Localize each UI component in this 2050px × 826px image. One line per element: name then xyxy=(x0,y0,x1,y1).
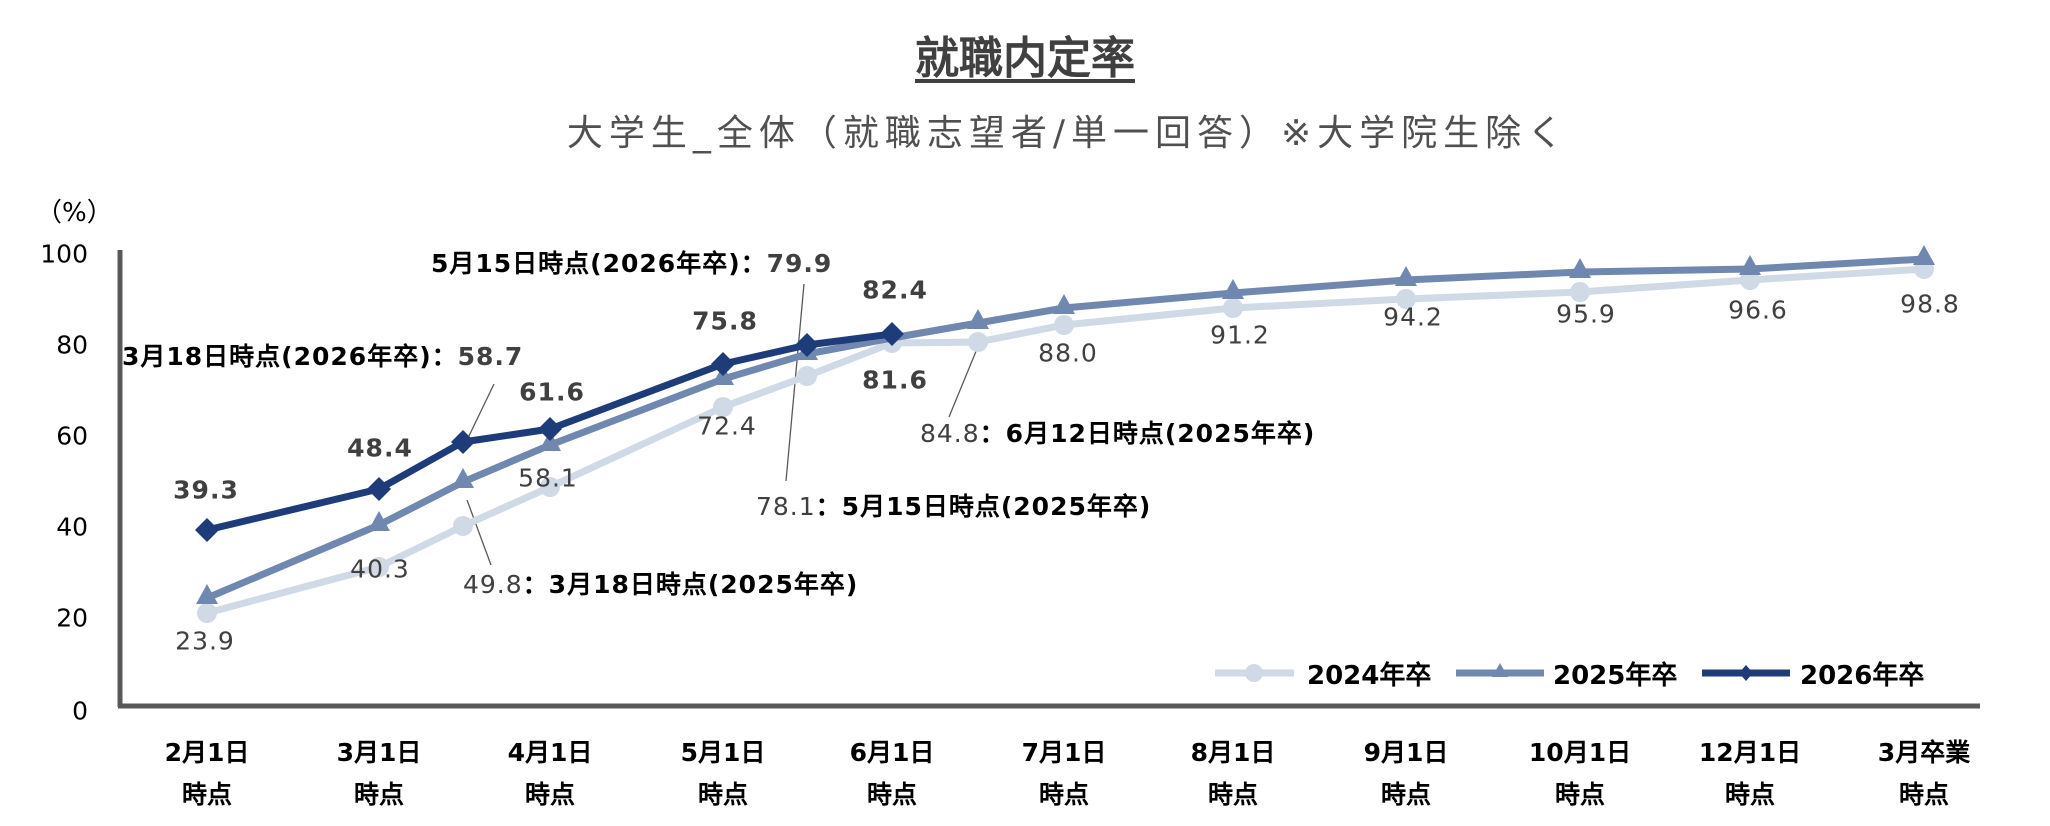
annotation-2026-may15: 5月15日時点(2026年卒)：79.9 xyxy=(431,249,833,278)
chart-title: 就職内定率 xyxy=(915,33,1135,84)
data-label-2025: 91.2 xyxy=(1210,320,1270,350)
data-label-2025: 40.3 xyxy=(350,554,410,584)
legend-label: 2026年卒 xyxy=(1800,660,1925,691)
y-tick-0: 0 xyxy=(72,696,88,726)
y-tick-100: 100 xyxy=(40,239,88,269)
data-label-2026: 75.8 xyxy=(692,306,758,336)
x-tick: 3月1日 時点 xyxy=(336,738,422,809)
y-tick-80: 80 xyxy=(56,330,88,360)
x-tick: 10月1日 時点 xyxy=(1528,738,1632,809)
annotation-2025-may15: 78.1：5月15日時点(2025年卒) xyxy=(756,492,1152,521)
data-label-2025: 88.0 xyxy=(1038,338,1098,368)
data-label-2025: 98.8 xyxy=(1900,289,1960,319)
x-tick: 4月1日 時点 xyxy=(507,738,593,809)
data-label-2025: 81.6 xyxy=(862,365,928,395)
series-2024 xyxy=(197,259,1934,623)
x-tick: 12月1日 時点 xyxy=(1698,738,1802,809)
data-label-2026: 48.4 xyxy=(347,433,413,463)
data-label-2025: 94.2 xyxy=(1383,302,1443,332)
data-label-2026: 61.6 xyxy=(519,377,585,407)
chart-subtitle: 大学生_全体（就職志望者/単一回答）※大学院生除く xyxy=(566,113,1570,154)
legend-label: 2024年卒 xyxy=(1307,660,1432,691)
legend-item-2026: 2026年卒 xyxy=(1788,656,1925,691)
annotation-2025-mar18: 49.8：3月18日時点(2025年卒) xyxy=(463,570,859,599)
annotation-2026-mar18: 3月18日時点(2026年卒)：58.7 xyxy=(122,342,524,371)
data-label-2025: 96.6 xyxy=(1728,295,1788,325)
data-label-2026: 82.4 xyxy=(862,275,928,305)
x-tick: 2月1日 時点 xyxy=(164,738,250,809)
y-tick-60: 60 xyxy=(56,421,88,451)
data-label-2025: 23.9 xyxy=(175,626,235,656)
series-2026 xyxy=(195,322,904,542)
y-axis-unit: （%） xyxy=(36,198,113,228)
legend-label: 2025年卒 xyxy=(1553,660,1678,691)
y-tick-20: 20 xyxy=(56,603,88,633)
legend-item-2025: 2025年卒 xyxy=(1541,656,1678,691)
x-tick: 9月1日 時点 xyxy=(1363,738,1449,809)
x-tick: 7月1日 時点 xyxy=(1021,738,1107,809)
annotation-2025-jun12: 84.8：6月12日時点(2025年卒) xyxy=(920,419,1316,448)
legend-item-2024: 2024年卒 xyxy=(1295,656,1432,691)
x-tick: 6月1日 時点 xyxy=(849,738,935,809)
data-label-2025: 58.1 xyxy=(518,463,578,493)
data-label-2025: 95.9 xyxy=(1556,299,1616,329)
x-tick: 8月1日 時点 xyxy=(1190,738,1276,809)
data-label-2026: 39.3 xyxy=(173,475,239,505)
legend-swatches xyxy=(1215,663,1790,682)
x-tick: 5月1日 時点 xyxy=(680,738,766,809)
axes xyxy=(117,250,1980,709)
x-tick: 3月卒業 時点 xyxy=(1877,738,1971,809)
y-tick-40: 40 xyxy=(56,512,88,542)
data-label-2025: 72.4 xyxy=(697,411,757,441)
